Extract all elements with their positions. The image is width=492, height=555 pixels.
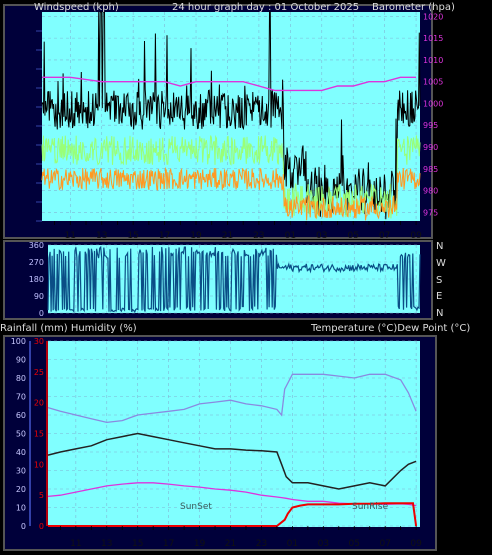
temp-x-tick-13: 13 <box>101 539 112 549</box>
hum-tick-40: 40 <box>16 448 26 457</box>
temp-x-tick-09: 09 <box>410 539 422 549</box>
baro-tick-995: 995 <box>423 121 438 130</box>
rain-tick-25: 25 <box>34 368 44 377</box>
rain-tick-0: 0 <box>39 522 44 531</box>
header-barometer: Barometer (hpa) <box>372 2 455 13</box>
gust-series <box>41 11 421 220</box>
compass-n-top: N <box>436 241 443 252</box>
hum-tick-50: 50 <box>16 430 26 439</box>
hum-tick-60: 60 <box>16 411 26 420</box>
label-rain-humidity: Rainfall (mm) Humidity (%) <box>0 323 137 334</box>
hum-tick-100: 100 <box>11 337 26 346</box>
wind-x-tick-07: 07 <box>379 231 390 241</box>
wind-direction-series <box>47 245 421 314</box>
header-windspeed: Windspeed (kph) <box>34 2 119 13</box>
wind-x-tick-01: 01 <box>285 231 296 241</box>
header-title: 24 hour graph day : 01 October 2025 <box>172 2 359 13</box>
rain-tick-10: 10 <box>34 460 44 469</box>
annotation-sunset: SunSet <box>180 502 212 512</box>
baro-tick-1015: 1015 <box>423 34 443 43</box>
wind-x-tick-19: 19 <box>190 231 202 241</box>
rain-tick-5: 5 <box>39 491 44 500</box>
temp-x-tick-17: 17 <box>163 539 174 549</box>
compass-s: S <box>436 275 442 286</box>
hum-tick-90: 90 <box>16 356 26 365</box>
wind-x-tick-23: 23 <box>253 231 264 241</box>
compass-e: E <box>436 291 442 302</box>
dir-tick-180: 180 <box>29 275 44 284</box>
baro-tick-1010: 1010 <box>423 56 443 65</box>
wind-x-tick-15: 15 <box>127 231 138 241</box>
dir-tick-0: 0 <box>39 309 44 318</box>
wind-x-tick-09: 09 <box>410 231 422 241</box>
annotation-sunrise: SunRise <box>352 502 389 512</box>
temp-x-tick-15: 15 <box>132 539 143 549</box>
hum-tick-0: 0 <box>21 522 26 531</box>
wind-x-tick-03: 03 <box>316 231 327 241</box>
compass-n-bottom: N <box>436 308 443 319</box>
baro-tick-990: 990 <box>423 143 438 152</box>
wind-x-tick-17: 17 <box>159 231 170 241</box>
baro-tick-1000: 1000 <box>423 99 443 108</box>
temp-x-tick-01: 01 <box>287 539 298 549</box>
temp-x-tick-05: 05 <box>349 539 360 549</box>
baro-tick-1020: 1020 <box>423 12 443 21</box>
wind-x-tick-11: 11 <box>65 231 76 241</box>
baro-tick-975: 975 <box>423 208 438 217</box>
baro-tick-1005: 1005 <box>423 78 443 87</box>
temp-x-tick-11: 11 <box>70 539 81 549</box>
hum-tick-70: 70 <box>16 393 26 402</box>
compass-w: W <box>436 258 446 269</box>
hum-tick-80: 80 <box>16 374 26 383</box>
temp-x-tick-19: 19 <box>194 539 206 549</box>
temp-x-tick-03: 03 <box>318 539 329 549</box>
dir-tick-360: 360 <box>29 241 44 250</box>
wind-avg-series <box>41 166 421 221</box>
temperature-series <box>47 432 417 490</box>
wind-x-tick-05: 05 <box>347 231 358 241</box>
hum-tick-30: 30 <box>16 467 26 476</box>
baro-tick-985: 985 <box>423 165 438 174</box>
temp-x-tick-07: 07 <box>379 539 390 549</box>
wind-x-tick-13: 13 <box>96 231 107 241</box>
temp-x-tick-21: 21 <box>225 539 236 549</box>
rain-tick-30: 30 <box>34 337 44 346</box>
hum-tick-10: 10 <box>16 504 26 513</box>
baro-tick-980: 980 <box>423 187 438 196</box>
rain-tick-15: 15 <box>34 430 44 439</box>
rain-tick-20: 20 <box>34 399 44 408</box>
barometer-series <box>42 76 417 92</box>
label-temp-dew: Temperature (°C)Dew Point (°C) <box>310 323 470 334</box>
dir-tick-270: 270 <box>29 258 44 267</box>
humidity-series <box>47 373 417 424</box>
wind-x-tick-21: 21 <box>222 231 233 241</box>
hum-tick-20: 20 <box>16 485 26 494</box>
temp-plot-area <box>48 341 420 527</box>
temp-x-tick-23: 23 <box>256 539 267 549</box>
rainfall-series <box>48 502 418 527</box>
dir-tick-90: 90 <box>34 292 44 301</box>
